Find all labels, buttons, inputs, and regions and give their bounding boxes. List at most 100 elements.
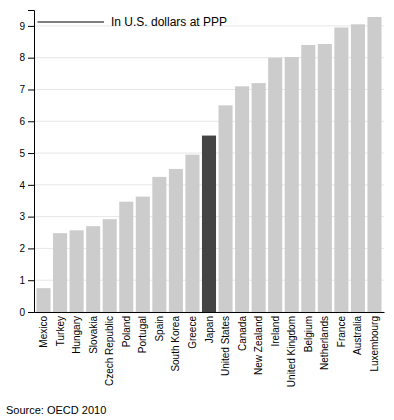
bar [86, 226, 100, 312]
bar [318, 44, 332, 312]
bar [351, 24, 365, 312]
y-tick-label: 9 [19, 21, 25, 32]
y-tick-label: 1 [19, 275, 25, 286]
x-tick-label: United States [220, 316, 231, 376]
bar [152, 177, 166, 312]
bar [169, 169, 183, 312]
x-tick-label: Poland [121, 316, 132, 347]
x-tick-label: Canada [237, 316, 248, 351]
x-tick: Ireland [270, 312, 281, 347]
x-tick-label: South Korea [170, 316, 181, 372]
y-tick-mark [28, 153, 34, 154]
y-tick-label: 3 [19, 211, 25, 222]
y-tick-mark [28, 248, 34, 249]
x-tick: New Zealand [253, 312, 264, 375]
x-axis-line [35, 312, 385, 313]
y-tick: 6 [19, 116, 34, 127]
y-tick-label: 6 [19, 116, 25, 127]
y-tick-label: 8 [19, 52, 25, 63]
x-tick: United Kingdom [286, 312, 297, 387]
x-tick: Czech Republic [104, 312, 115, 386]
bar [235, 86, 249, 312]
bar [136, 197, 150, 312]
bar [119, 202, 133, 312]
bar [36, 288, 50, 312]
x-tick-label: Luxembourg [369, 316, 380, 372]
y-tick: 8 [19, 52, 34, 63]
bar [285, 57, 299, 312]
x-tick: Slovakia [88, 312, 99, 354]
bar [367, 17, 381, 312]
x-tick: United States [220, 312, 231, 376]
x-tick: Belgium [303, 312, 314, 352]
y-tick: 3 [19, 211, 34, 222]
x-tick-label: Portugal [137, 316, 148, 353]
x-tick: Mexico [38, 312, 49, 348]
x-tick: Australia [352, 312, 363, 355]
x-tick: Spain [154, 312, 165, 342]
annotation: In U.S. dollars at PPP [111, 15, 227, 29]
x-tick-label: Ireland [270, 316, 281, 347]
plot: 0 1 2 3 4 5 6 7 8 9 Mexico Turkey Hungary Slovakia Cze… [19, 11, 384, 388]
y-tick-label: 2 [19, 243, 25, 254]
y-tick: 4 [19, 180, 34, 191]
x-tick: France [336, 312, 347, 347]
bars [36, 17, 381, 312]
x-tick-label: Slovakia [88, 316, 99, 354]
annotation-rule [38, 22, 105, 23]
y-tick: 0 [19, 307, 34, 318]
y-tick: 2 [19, 243, 34, 254]
bar [70, 230, 84, 312]
x-tick-label: Greece [187, 316, 198, 349]
x-tick: Portugal [137, 312, 148, 353]
x-tick-label: Hungary [71, 316, 82, 354]
x-axis: Mexico Turkey Hungary Slovakia Czech Republi… [35, 312, 385, 387]
bar [301, 45, 315, 312]
y-tick-label: 7 [19, 84, 25, 95]
bar [202, 136, 216, 312]
y-tick-label: 5 [19, 148, 25, 159]
x-tick: Hungary [71, 312, 82, 354]
x-tick-label: Czech Republic [104, 316, 115, 386]
chart: 0 1 2 3 4 5 6 7 8 9 Mexico Turkey Hungary Slovakia Cze… [0, 0, 394, 420]
y-tick-label: 0 [19, 307, 25, 318]
x-tick-label: Netherlands [319, 316, 330, 370]
x-tick-label: Japan [204, 316, 215, 343]
y-axis-line [28, 11, 35, 313]
x-tick: Luxembourg [369, 312, 380, 372]
y-tick-mark [28, 89, 34, 90]
bar [334, 27, 348, 312]
y-tick: 5 [19, 148, 34, 159]
x-tick: Canada [237, 312, 248, 351]
bar [252, 83, 266, 312]
y-tick-mark [28, 185, 34, 186]
y-tick: 9 [19, 21, 34, 32]
x-tick-label: Mexico [38, 316, 49, 348]
y-axis: 0 1 2 3 4 5 6 7 8 9 [19, 11, 34, 318]
y-tick-mark [28, 26, 34, 27]
x-tick-label: Belgium [303, 316, 314, 352]
x-tick: Netherlands [319, 312, 330, 370]
bar [185, 155, 199, 312]
bar [219, 105, 233, 312]
y-tick: 7 [19, 84, 34, 95]
x-tick-label: United Kingdom [286, 316, 297, 387]
x-tick-label: New Zealand [253, 316, 264, 375]
y-tick-mark [28, 312, 34, 313]
y-tick-mark [28, 121, 34, 122]
y-tick-mark [28, 58, 34, 59]
x-tick: South Korea [170, 312, 181, 372]
y-tick-mark [28, 217, 34, 218]
x-tick: Japan [204, 312, 215, 343]
x-tick-label: Australia [352, 316, 363, 355]
x-tick-label: France [336, 316, 347, 348]
y-tick-mark [28, 280, 34, 281]
x-tick-label: Spain [154, 316, 165, 342]
bar [103, 219, 117, 312]
source: Source: OECD 2010 [6, 404, 106, 416]
grid [34, 26, 384, 312]
bar [268, 58, 282, 312]
x-tick: Turkey [55, 312, 66, 346]
bar [53, 233, 67, 312]
y-tick-label: 4 [19, 180, 25, 191]
